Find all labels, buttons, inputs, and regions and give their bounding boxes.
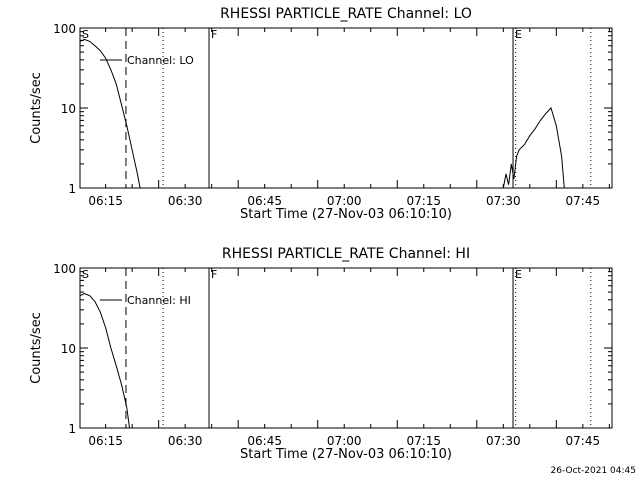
x-tick-label: 06:45	[247, 194, 282, 208]
x-tick-label: 07:30	[486, 194, 521, 208]
y-axis-label: Counts/sec	[29, 312, 44, 384]
x-tick-label: 07:30	[486, 434, 521, 448]
x-tick-label: 07:45	[566, 434, 601, 448]
panel-1: RHESSI PARTICLE_RATE Channel: LO 06:15 06:…	[29, 6, 613, 222]
y-tick-label: 1	[68, 182, 76, 196]
y-tick-label: 10	[61, 102, 76, 116]
x-tick-label: 07:15	[406, 194, 441, 208]
series-line	[502, 107, 565, 189]
y-tick-label: 100	[53, 262, 76, 276]
x-tick-label: 07:45	[566, 194, 601, 208]
y-tick-label: 10	[61, 342, 76, 356]
x-tick-label: 07:00	[327, 434, 362, 448]
plot-frame	[79, 27, 613, 189]
marker-label: F	[211, 28, 217, 41]
chart-title: RHESSI PARTICLE_RATE Channel: LO	[220, 6, 472, 22]
marker-label: S	[82, 28, 89, 41]
marker-label: F	[211, 268, 217, 281]
x-tick-label: 06:45	[247, 434, 282, 448]
plot-timestamp: 26-Oct-2021 04:45	[550, 466, 636, 476]
x-tick-label: 06:15	[88, 434, 123, 448]
legend-label: Channel: LO	[127, 54, 194, 67]
series-line	[79, 292, 130, 429]
legend-label: Channel: HI	[127, 294, 191, 307]
chart-title: RHESSI PARTICLE_RATE Channel: HI	[222, 246, 470, 262]
y-tick-label: 1	[68, 422, 76, 436]
plot-frame	[79, 267, 613, 429]
x-tick-label: 06:30	[168, 194, 203, 208]
series-line	[79, 38, 141, 189]
marker-label: S	[82, 268, 89, 281]
x-tick-label: 07:15	[406, 434, 441, 448]
marker-label: E	[515, 268, 522, 281]
x-tick-label: 06:30	[168, 434, 203, 448]
x-tick-label: 06:15	[88, 194, 123, 208]
panel-2: RHESSI PARTICLE_RATE Channel: HI 06:15 06:…	[29, 246, 613, 462]
x-axis-label: Start Time (27-Nov-03 06:10:10)	[240, 207, 452, 222]
x-tick-label: 07:00	[327, 194, 362, 208]
y-tick-label: 100	[53, 22, 76, 36]
x-axis-label: Start Time (27-Nov-03 06:10:10)	[240, 447, 452, 462]
marker-label: E	[515, 28, 522, 41]
y-axis-label: Counts/sec	[29, 72, 44, 144]
